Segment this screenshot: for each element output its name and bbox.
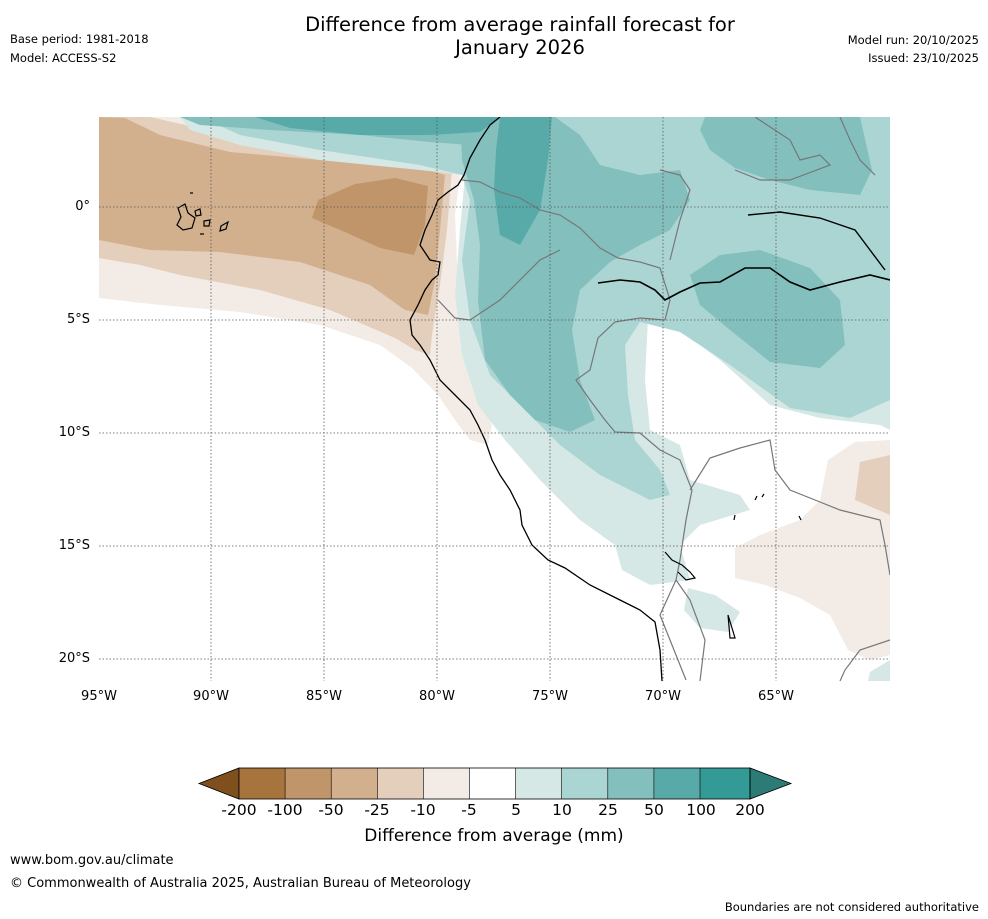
colorbar-segment [285,768,332,799]
colorbar-dividers [284,768,701,799]
lat-tick-5s: 5°S [66,312,90,327]
galapagos-islands [176,192,229,235]
colorbar-max-arrow [749,767,793,800]
wet-anomaly-50-west [255,117,500,135]
colorbar-label: 100 [686,801,716,819]
colorbar-label: 5 [511,801,521,819]
lake-small-2 [733,493,802,521]
colorbar-label: -10 [410,801,436,819]
wet-anomaly-50 [494,117,552,245]
colorbar-frame [238,767,751,800]
colorbar-segment [653,768,700,799]
colorbar-segment [423,768,470,799]
colorbar-label: -50 [318,801,344,819]
wet-anomaly-25-east [700,117,872,195]
model-run-text: Model run: 20/10/2025 [847,33,979,47]
lon-tick-65w: 65°W [758,689,794,704]
amazon-river-north [747,211,886,271]
dry-anomaly-25 [99,117,445,315]
colorbar-label: -200 [221,801,257,819]
lon-tick-95w: 95°W [81,689,117,704]
wet-corner [868,660,890,681]
lat-tick-10s: 10°S [58,425,90,440]
colorbar-segment [700,768,750,799]
model-text: Model: ACCESS-S2 [10,51,117,65]
page-title: Difference from average rainfall forecas… [240,13,800,59]
colorbar-segment [377,768,424,799]
lon-tick-85w: 85°W [306,689,342,704]
lat-tick-20s: 20°S [58,651,90,666]
dry-anomaly-50 [312,178,428,255]
copyright-text: © Commonwealth of Australia 2025, Austra… [10,876,471,891]
lat-tick-0: 0° [75,199,90,214]
colorbar [197,767,793,800]
lake-small [727,614,736,639]
colorbar-label: 10 [552,801,572,819]
colorbar-label: -25 [364,801,390,819]
lon-tick-90w: 90°W [193,689,229,704]
colorbar-label: -5 [461,801,477,819]
colorbar-label: 50 [644,801,664,819]
lake-titicaca [664,551,697,581]
lon-tick-70w: 70°W [645,689,681,704]
colorbar-label: 200 [735,801,765,819]
amazon-river [597,267,890,301]
colorbar-segment [515,768,562,799]
dry-anomaly-east [735,440,890,660]
colorbar-label: 25 [598,801,618,819]
colorbar-label: -100 [267,801,303,819]
base-period-text: Base period: 1981-2018 [10,32,149,46]
bom-url: www.bom.gov.au/climate [10,853,174,868]
colorbar-title: Difference from average (mm) [364,826,624,846]
issued-text: Issued: 23/10/2025 [868,51,979,65]
wet-anomaly-25-amazon [690,250,845,368]
title-line-2: January 2026 [455,36,585,59]
colorbar-segment [469,768,516,799]
lat-tick-15s: 15°S [58,538,90,553]
colorbar-min-arrow [197,767,240,800]
dry-anomaly-east-10 [855,455,890,515]
boundaries-disclaimer: Boundaries are not considered authoritat… [724,900,979,914]
gridlines [99,117,890,681]
colorbar-segment [239,768,286,799]
lon-tick-80w: 80°W [419,689,455,704]
colorbar-segment [607,768,654,799]
coastline [409,117,663,681]
lon-tick-75w: 75°W [532,689,568,704]
colorbar-segment [561,768,608,799]
colorbar-segment [331,768,378,799]
title-line-1: Difference from average rainfall forecas… [305,13,735,36]
country-borders [437,117,890,681]
